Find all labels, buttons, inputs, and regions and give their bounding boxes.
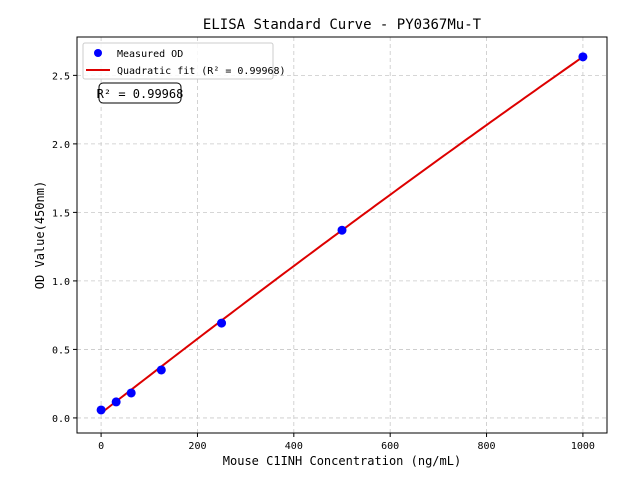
legend-marker-measured: [94, 49, 102, 57]
r2-annotation: R² = 0.99968: [97, 82, 184, 104]
x-tick-label: 400: [285, 441, 303, 452]
fit-line-group: [100, 56, 584, 414]
r2-box: [98, 82, 182, 104]
fit-line: [100, 56, 584, 414]
y-tick-label: 2.0: [52, 140, 70, 151]
legend-label-fit: Quadratic fit (R² = 0.99968): [117, 66, 286, 77]
data-point: [217, 318, 227, 328]
legend-box: [82, 42, 274, 80]
x-tick-label: 1000: [571, 441, 595, 452]
legend: Measured OD Quadratic fit (R² = 0.99968): [82, 42, 286, 80]
x-tick-label: 200: [188, 441, 206, 452]
grid: [77, 37, 607, 433]
data-point: [156, 365, 166, 375]
y-tick-label: 2.5: [52, 71, 70, 82]
points-group: [96, 52, 588, 415]
x-tick-label: 800: [478, 441, 496, 452]
plot-frame: [76, 36, 608, 434]
x-axis-label: Mouse C1INH Concentration (ng/mL): [223, 454, 461, 468]
x-tick-label: 600: [381, 441, 399, 452]
y-tick-label: 1.5: [52, 208, 70, 219]
y-tick-label: 0.0: [52, 414, 70, 425]
y-tick-label: 1.0: [52, 277, 70, 288]
y-tick-label: 0.5: [52, 345, 70, 356]
data-point: [337, 225, 347, 235]
data-point: [578, 52, 588, 62]
legend-label-measured: Measured OD: [117, 49, 183, 60]
r2-text: R² = 0.99968: [97, 87, 184, 101]
chart-title: ELISA Standard Curve - PY0367Mu-T: [203, 17, 482, 33]
y-axis-label: OD Value(450nm): [33, 181, 47, 289]
x-tick-label: 0: [98, 441, 104, 452]
ticks: 0 200 400 600 800 1000 0.0 0.5 1.0 1.5 2.0 2.5: [52, 71, 595, 452]
data-point: [126, 388, 136, 398]
data-point: [111, 397, 121, 407]
data-point: [96, 405, 106, 415]
